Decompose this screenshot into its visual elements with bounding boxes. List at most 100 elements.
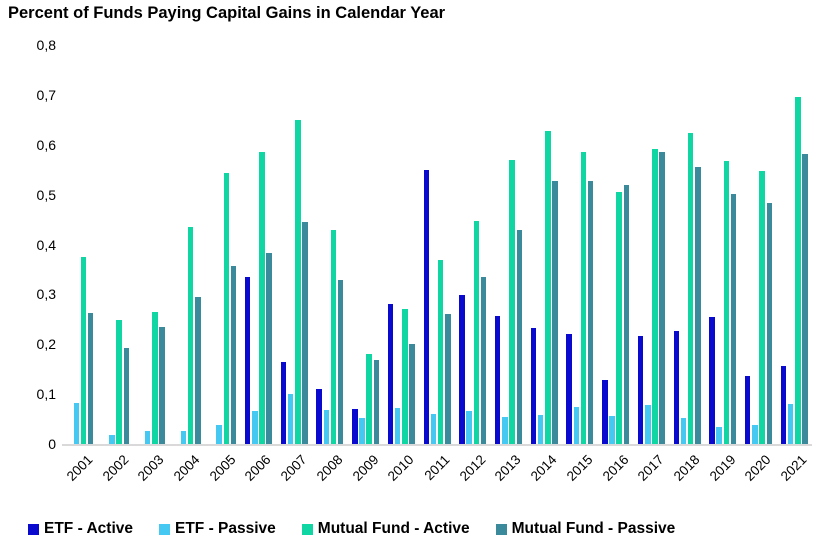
bar-mutual-fund-passive-2021 [802,153,808,444]
x-tick-label-2006: 2006 [242,452,275,484]
x-tick-label-2003: 2003 [135,452,167,484]
bar-mutual-fund-active-2008 [330,229,337,444]
bar-etf-passive-2001 [73,403,80,444]
bar-group-2014 [526,45,562,444]
bar-mutual-fund-active-2017 [652,149,658,444]
bar-etf-active-2011 [423,169,430,444]
bar-mutual-fund-passive-2019 [730,193,737,444]
bar-etf-passive-2008 [323,410,330,444]
legend-swatch-mutual-fund-active [301,523,313,535]
bar-mutual-fund-active-2006 [259,152,265,444]
bar-mutual-fund-active-2010 [402,308,408,444]
bar-group-2004 [169,45,205,444]
bar-group-2016 [598,45,634,444]
x-tick-label-2001: 2001 [63,452,96,484]
bar-group-2020 [741,45,777,444]
bar-mutual-fund-passive-2008 [337,280,344,444]
bar-mutual-fund-active-2009 [366,354,372,444]
bar-mutual-fund-active-2015 [580,151,587,444]
x-tick-label-2016: 2016 [599,452,632,484]
legend-item-mutual-fund-passive: Mutual Fund - Passive [495,520,676,538]
bar-mutual-fund-active-2001 [80,257,87,444]
bar-etf-passive-2016 [609,415,615,444]
bar-etf-passive-2002 [109,435,115,444]
bar-group-2017 [634,45,670,444]
bar-etf-passive-2018 [680,418,687,444]
bar-mutual-fund-passive-2010 [409,344,415,444]
legend-item-etf-passive: ETF - Passive [159,520,276,538]
bar-etf-passive-2020 [752,425,758,444]
bar-etf-passive-2006 [252,410,258,444]
legend-swatch-mutual-fund-passive [495,523,507,535]
bar-mutual-fund-passive-2016 [623,184,630,444]
bar-etf-active-2008 [316,389,322,444]
bar-mutual-fund-active-2020 [759,170,765,444]
bar-mutual-fund-active-2012 [473,220,480,444]
bar-group-2011 [419,45,455,444]
legend-label-mutual-fund-passive: Mutual Fund - Passive [511,520,676,537]
bar-mutual-fund-active-2003 [152,312,158,444]
bar-mutual-fund-active-2016 [616,192,622,444]
bar-mutual-fund-active-2013 [509,159,515,444]
bar-mutual-fund-passive-2012 [480,276,487,444]
legend-swatch-etf-active [28,523,39,535]
bar-group-2005 [205,45,241,444]
bar-mutual-fund-active-2005 [223,173,230,444]
bar-group-2010 [383,45,419,444]
legend-swatch-etf-passive [159,523,170,535]
bar-etf-active-2006 [244,276,251,444]
bar-etf-active-2009 [352,409,358,444]
bar-etf-active-2007 [280,361,287,444]
bar-etf-passive-2012 [466,411,472,444]
legend-label-etf-active: ETF - Active [44,520,133,537]
y-tick-label-4: 0,4 [36,236,56,253]
x-tick-label-2008: 2008 [313,452,346,484]
bar-mutual-fund-active-2014 [545,131,551,444]
bar-group-2018 [669,45,705,444]
x-tick-label-2010: 2010 [385,452,417,484]
x-tick-label-2009: 2009 [349,452,382,484]
bar-group-2021 [776,45,812,444]
bar-etf-passive-2010 [394,408,401,444]
plot-area [62,45,812,446]
x-tick-label-2002: 2002 [99,452,132,484]
bar-mutual-fund-active-2007 [295,120,301,444]
bar-mutual-fund-passive-2006 [266,253,272,444]
x-tick-label-2021: 2021 [777,452,810,484]
x-tick-label-2011: 2011 [421,452,453,484]
bar-mutual-fund-passive-2013 [516,229,523,444]
bar-etf-active-2020 [744,375,751,444]
bar-mutual-fund-passive-2001 [87,312,94,444]
bar-mutual-fund-passive-2003 [159,327,165,444]
bar-mutual-fund-active-2002 [116,319,122,444]
y-tick-label-0: 0 [48,436,56,452]
legend-label-etf-passive: ETF - Passive [175,520,276,537]
bar-etf-active-2016 [602,380,608,444]
x-tick-label-2013: 2013 [492,452,525,484]
bar-etf-passive-2005 [216,425,222,444]
bar-mutual-fund-active-2021 [795,96,801,444]
bar-etf-active-2010 [387,304,394,444]
bar-mutual-fund-passive-2007 [302,222,308,444]
bar-group-2009 [348,45,384,444]
bar-etf-active-2015 [566,334,572,444]
bar-mutual-fund-passive-2014 [552,180,558,444]
x-tick-label-2004: 2004 [170,452,203,484]
bar-mutual-fund-active-2018 [687,132,694,444]
bar-etf-active-2013 [494,316,501,444]
bar-mutual-fund-passive-2020 [766,203,773,444]
y-tick-label-1: 0,1 [36,386,56,403]
bar-group-2001 [62,45,98,444]
chart-title: Percent of Funds Paying Capital Gains in… [8,4,446,22]
y-tick-label-2: 0,2 [36,336,56,353]
bar-group-2003 [133,45,169,444]
bar-etf-active-2021 [780,365,787,444]
bar-group-2002 [98,45,134,444]
x-tick-label-2012: 2012 [456,452,489,484]
x-tick-label-2005: 2005 [206,452,239,484]
bar-mutual-fund-active-2011 [437,259,444,444]
x-tick-label-2014: 2014 [527,452,560,484]
x-tick-label-2007: 2007 [277,452,310,484]
x-tick-label-2020: 2020 [742,452,775,484]
x-tick-label-2018: 2018 [670,452,703,484]
